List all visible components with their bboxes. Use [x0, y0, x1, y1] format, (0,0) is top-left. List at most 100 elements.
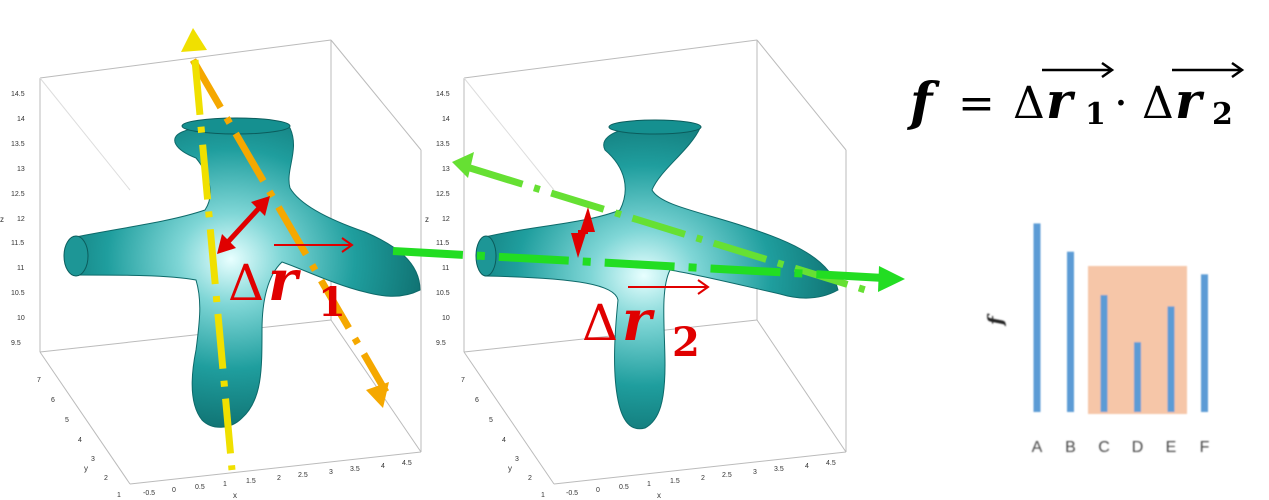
formula-equals: = — [958, 78, 995, 129]
plot1-delta-arrow — [217, 196, 270, 254]
plot2-z-tick: 14 — [442, 116, 450, 123]
bar-category-label: A — [1032, 439, 1043, 456]
plot2-lightgreen-axis — [452, 152, 874, 296]
plot2-y-tick: 3 — [515, 456, 519, 463]
formula-lhs: f — [906, 72, 940, 133]
plot2-delta-arrow — [571, 207, 595, 258]
plot1-z-tick: 10 — [17, 315, 25, 322]
vector2-label: Δ r 2 — [582, 279, 710, 366]
formula-term2-sub: 2 — [1212, 97, 1233, 132]
plot1-y-tick: 6 — [51, 397, 55, 404]
plot1-x-tick: 0.5 — [195, 484, 205, 491]
plot2-z-tick: 11 — [442, 265, 449, 272]
bar-A — [1033, 223, 1041, 412]
plot2-x-tick: 0.5 — [619, 484, 629, 491]
plot2-z-tick: 12 — [442, 216, 450, 223]
plot1-z-tick: 12.5 — [11, 191, 25, 198]
formula-term1-arrow-icon — [1042, 61, 1115, 79]
plot2-box — [463, 39, 847, 485]
vector1-delta: Δ — [228, 254, 264, 312]
plot2-x-tick: 3 — [753, 469, 757, 476]
plot2-tube-end-left — [475, 235, 497, 277]
plot1-z-tick: 11 — [17, 265, 24, 272]
plot1-x-tick: 1 — [223, 481, 227, 488]
bar-chart: f A B C D E F — [983, 223, 1210, 456]
plot2-x-tick: 4.5 — [826, 460, 836, 467]
formula-term1-delta: Δ — [1013, 78, 1045, 129]
plot2-z-axis: 14.5 14 13.5 13 12.5 12 11.5 11 10.5 10 … — [425, 91, 450, 347]
plot2-z-tick: 12.5 — [436, 191, 450, 198]
plot2-x-tick: 2 — [701, 475, 705, 482]
plot2-x-tick: -0.5 — [566, 490, 578, 497]
plot2-y-tick: 2 — [528, 475, 532, 482]
plot1-y-axis: 7 6 5 4 3 2 1 y — [37, 377, 121, 499]
plot2-x-tick: 0 — [596, 487, 600, 494]
plot2-z-label: z — [425, 215, 429, 224]
bar-D — [1134, 342, 1141, 412]
plot2-y-tick: 1 — [541, 492, 545, 499]
plot2-tube — [475, 119, 839, 430]
plot1-x-tick: 4 — [381, 463, 385, 470]
bar-category-label: F — [1200, 439, 1210, 456]
plot1-y-tick: 4 — [78, 437, 82, 444]
plot2-green-axis — [392, 247, 905, 292]
plot1-tube-end-left — [63, 235, 89, 277]
plot1-y-tick: 3 — [91, 456, 95, 463]
plot1-z-tick: 12 — [17, 216, 25, 223]
plot1-x-tick: 2.5 — [298, 472, 308, 479]
plot2-y-tick: 5 — [489, 417, 493, 424]
bar-chart-ylabel: f — [983, 313, 1007, 327]
vector2-delta: Δ — [582, 294, 618, 352]
plot2-y-tick: 6 — [475, 397, 479, 404]
plot1-orange-arrowhead — [366, 382, 389, 408]
formula-term1-sub: 1 — [1085, 97, 1106, 132]
plot2-x-tick: 1 — [647, 481, 651, 488]
formula: f = Δ r 1 · Δ r 2 — [906, 61, 1245, 133]
plot1-x-tick: -0.5 — [143, 490, 155, 497]
plot2-x-label: x — [657, 491, 661, 500]
plot1-y-tick: 1 — [117, 492, 121, 499]
plot1-x-axis: -0.5 0 0.5 1 1.5 2 2.5 3 3.5 4 4.5 x — [143, 460, 412, 500]
plot2-y-tick: 4 — [502, 437, 506, 444]
plot1-z-tick: 13.5 — [11, 141, 25, 148]
plot1-x-tick: 3.5 — [350, 466, 360, 473]
vector2-var: r — [622, 288, 655, 354]
plot2-x-tick: 3.5 — [774, 466, 784, 473]
bar-B — [1067, 251, 1074, 412]
plot1-yellow-arrowhead — [181, 28, 207, 52]
plot1-z-tick: 9.5 — [11, 340, 21, 347]
plot1-y-tick: 5 — [65, 417, 69, 424]
plot2-x-axis: -0.5 0 0.5 1 1.5 2 2.5 3 3.5 4 4.5 x — [566, 460, 836, 500]
plot2-y-label: y — [508, 464, 512, 473]
formula-term1-var: r — [1046, 71, 1076, 130]
vector2-sub: 2 — [672, 319, 700, 366]
vector2-arrow-icon — [628, 279, 710, 295]
formula-dot: · — [1114, 78, 1128, 129]
plot2-lightgreen-arrowhead — [452, 152, 474, 178]
bar-category-label: D — [1132, 439, 1144, 456]
plot1-x-tick: 4.5 — [402, 460, 412, 467]
plot2-x-tick: 2.5 — [722, 472, 732, 479]
plot2-y-tick: 7 — [461, 377, 465, 384]
plot1-z-label: z — [0, 215, 4, 224]
plot1-z-tick: 13 — [17, 166, 25, 173]
plot2-z-tick: 11.5 — [436, 240, 449, 247]
plot2-z-tick: 13.5 — [436, 141, 450, 148]
plot1: 14.5 14 13.5 13 12.5 12 11.5 11 10.5 10 … — [0, 28, 422, 500]
plot2-z-tick: 9.5 — [436, 340, 446, 347]
plot2-y-axis: 7 6 5 4 3 2 1 y — [461, 377, 545, 499]
formula-term2-var: r — [1175, 71, 1205, 130]
plot1-y-tick: 2 — [104, 475, 108, 482]
plot2-x-tick: 4 — [805, 463, 809, 470]
plot2-z-tick: 10.5 — [436, 290, 450, 297]
vector1-sub: 1 — [318, 279, 346, 326]
plot1-z-tick: 14.5 — [11, 91, 25, 98]
plot1-z-tick: 10.5 — [11, 290, 25, 297]
plot1-x-tick: 1.5 — [246, 478, 256, 485]
plot1-z-axis: 14.5 14 13.5 13 12.5 12 11.5 11 10.5 10 … — [0, 91, 25, 347]
plot2-z-tick: 14.5 — [436, 91, 450, 98]
plot1-yellow-axis — [181, 28, 236, 471]
plot2-z-tick: 10 — [442, 315, 450, 322]
